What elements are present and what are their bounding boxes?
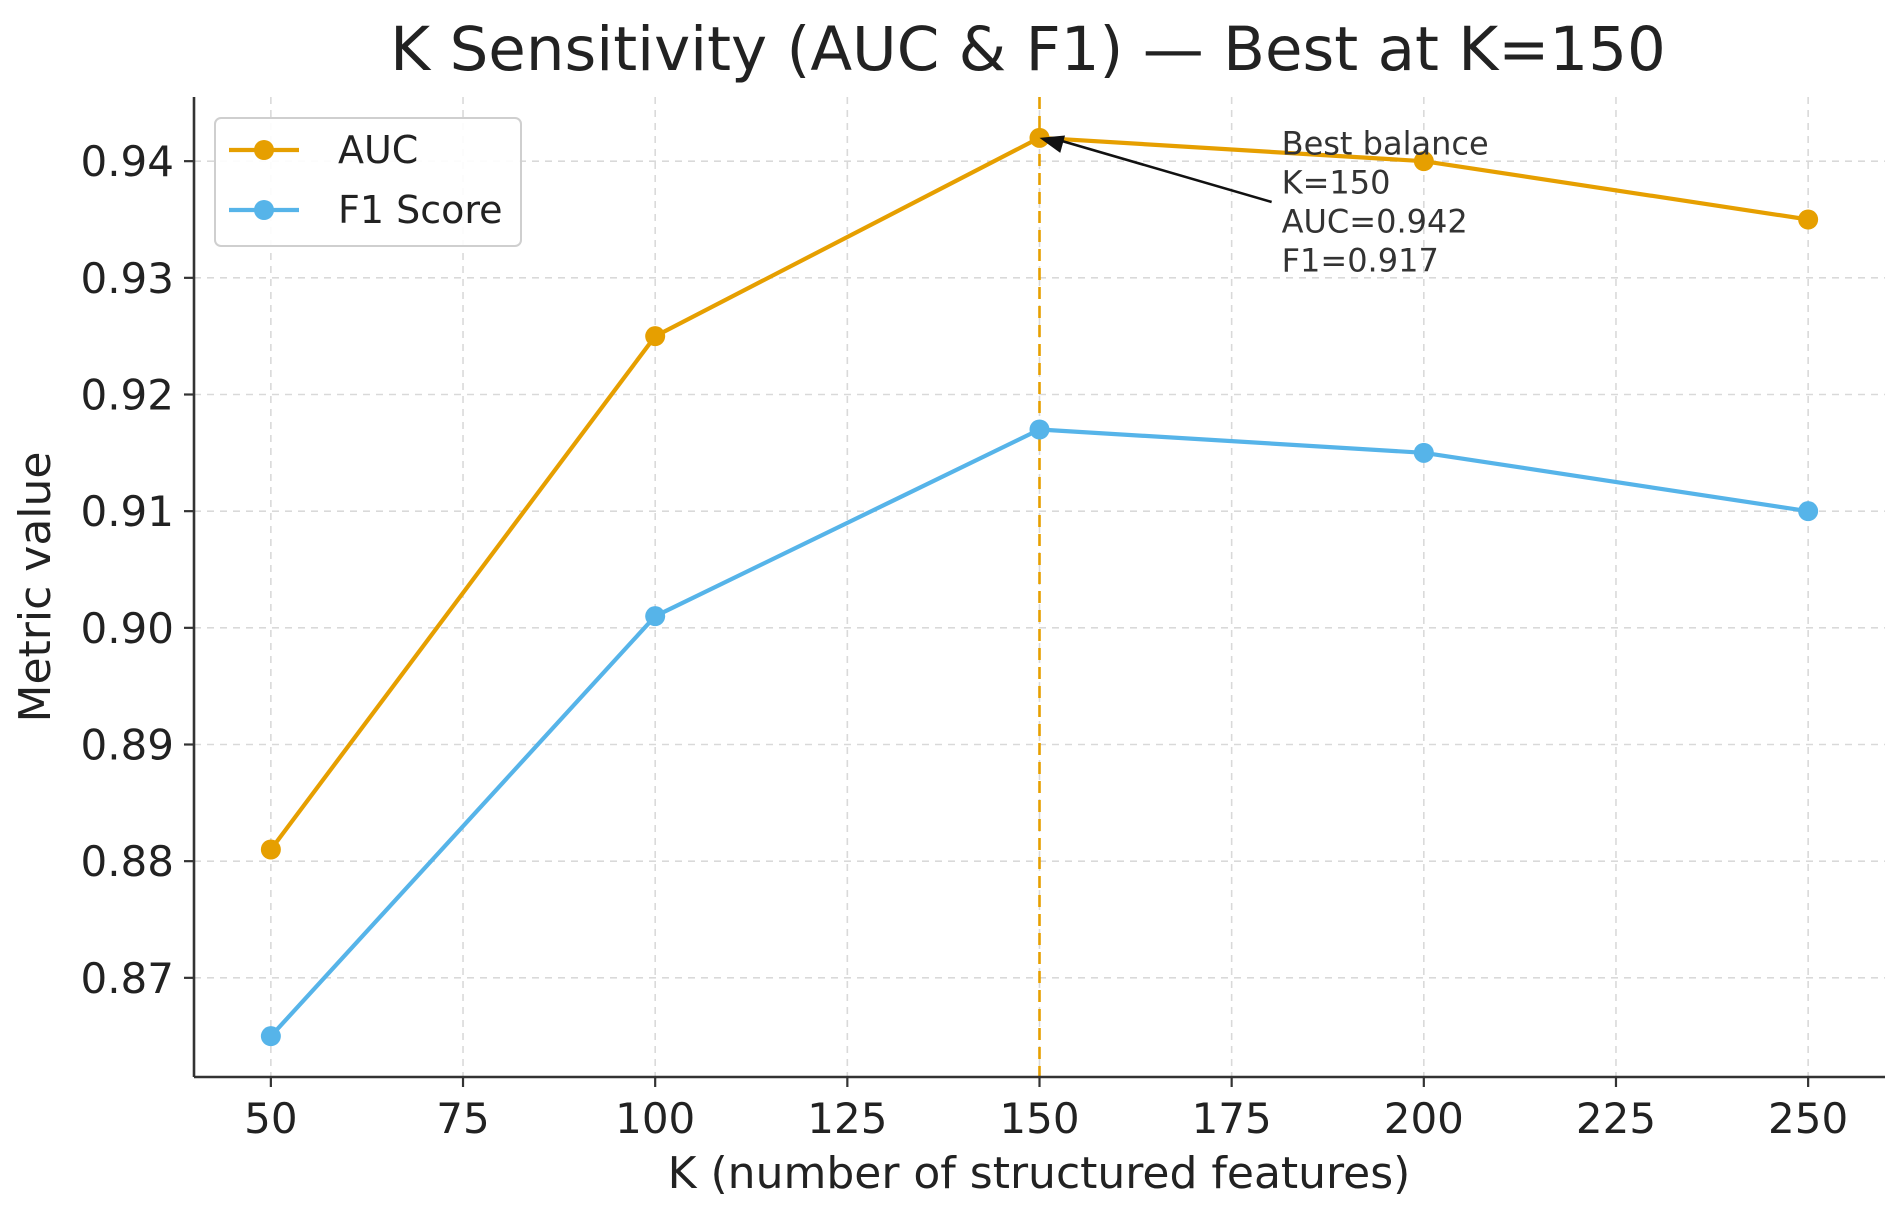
x-tick-label-225: 225 [1576, 1094, 1656, 1143]
series-f1-score [260, 419, 1819, 1047]
y-ticks: 0.87 0.88 0.89 0.90 0.91 0.92 0.93 0.94 [80, 137, 194, 1003]
y-tick-label-0.93: 0.93 [80, 254, 174, 303]
legend-marker-f1-score [254, 200, 274, 220]
y-tick-label-0.91: 0.91 [80, 487, 174, 536]
x-tick-label-100: 100 [615, 1094, 695, 1143]
y-axis-label: Metric value [10, 452, 61, 723]
f1-score-point-250 [1798, 501, 1819, 522]
y-tick-label-0.87: 0.87 [80, 954, 174, 1003]
annotation-arrow-shaft [1061, 139, 1272, 204]
auc-point-100 [645, 326, 666, 347]
x-tick-label-200: 200 [1384, 1094, 1464, 1143]
x-axis-label: K (number of structured features) [668, 1148, 1411, 1199]
annotation-line-4: F1=0.917 [1282, 242, 1439, 280]
legend-marker-auc [254, 140, 274, 160]
auc-point-50 [260, 839, 281, 860]
annotation-line-1: Best balance [1282, 125, 1489, 163]
f1-score-point-200 [1413, 442, 1434, 463]
x-tick-label-150: 150 [999, 1094, 1079, 1143]
y-tick-label-0.88: 0.88 [80, 837, 174, 886]
legend: AUC F1 Score [214, 117, 522, 247]
chart-title: K Sensitivity (AUC & F1) — Best at K=150 [390, 14, 1666, 85]
f1-score-point-50 [260, 1026, 281, 1047]
x-tick-label-175: 175 [1192, 1094, 1272, 1143]
x-ticks: 50 75 100 125 150 175 200 225 250 [244, 1077, 1848, 1143]
y-tick-label-0.9: 0.90 [80, 604, 174, 653]
auc-point-250 [1798, 209, 1819, 230]
legend-label-auc: AUC [338, 128, 418, 172]
x-tick-label-250: 250 [1768, 1094, 1848, 1143]
x-tick-label-50: 50 [244, 1094, 297, 1143]
x-tick-label-75: 75 [436, 1094, 489, 1143]
series-auc [260, 127, 1819, 860]
y-tick-label-0.94: 0.94 [80, 137, 174, 186]
y-tick-label-0.92: 0.92 [80, 371, 174, 420]
legend-item-auc: AUC [229, 128, 418, 172]
x-tick-label-125: 125 [807, 1094, 887, 1143]
legend-item-f1-score: F1 Score [229, 188, 503, 232]
annotation-line-2: K=150 [1282, 164, 1391, 202]
annotation-arrow-head [1039, 135, 1066, 153]
auc-point-200 [1413, 151, 1434, 172]
annotation-line-3: AUC=0.942 [1282, 203, 1468, 241]
legend-label-f1-score: F1 Score [338, 188, 503, 232]
f1-score-point-100 [645, 606, 666, 627]
y-tick-label-0.89: 0.89 [80, 721, 174, 770]
series-group [260, 127, 1819, 1047]
f1-score-point-150 [1029, 419, 1050, 440]
